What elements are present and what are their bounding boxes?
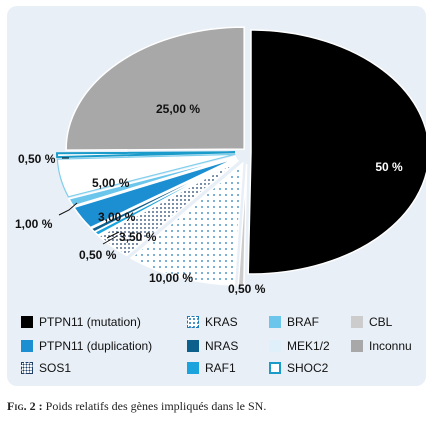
- legend-label: SOS1: [39, 361, 72, 375]
- label-cbl: 0,50 %: [18, 152, 56, 166]
- legend-item-mek: MEK1/2: [269, 338, 330, 354]
- legend-swatch: [187, 316, 199, 328]
- legend-item-nras: NRAS: [187, 338, 238, 354]
- legend-label: BRAF: [287, 315, 320, 329]
- caption-prefix: Fig. 2 :: [7, 399, 43, 413]
- legend-label: MEK1/2: [287, 339, 330, 353]
- pie-chart: 50 % 25,00 % 0,50 % 5,00 % 1,00 % 3,00 %…: [15, 26, 426, 296]
- legend-item-shoc2: SHOC2: [269, 360, 328, 376]
- caption-text: Poids relatifs des gènes impliqués dans …: [42, 399, 267, 413]
- legend-item-kras: KRAS: [187, 314, 238, 330]
- legend-label: PTPN11 (mutation): [39, 315, 141, 329]
- legend-item-inconnu: Inconnu: [351, 338, 412, 354]
- legend-swatch: [351, 316, 363, 328]
- legend-item-ptpn11-duplication: PTPN11 (duplication): [21, 338, 152, 354]
- legend-swatch: [21, 362, 33, 374]
- label-raf1: 0,50 %: [79, 248, 117, 262]
- legend-swatch: [21, 340, 33, 352]
- label-ptpn11-duplication: 3,00 %: [98, 210, 136, 224]
- label-mek: 5,00 %: [92, 176, 130, 190]
- label-braf: 1,00 %: [15, 217, 53, 231]
- legend-label: KRAS: [205, 315, 238, 329]
- pie-slice-nras: [89, 158, 238, 233]
- legend-label: SHOC2: [287, 361, 329, 375]
- label-kras: 10,00 %: [149, 271, 193, 285]
- legend-swatch: [187, 362, 199, 374]
- pie-slice-mek1-2: [56, 153, 236, 198]
- legend-swatch: [187, 340, 199, 352]
- legend-item-braf: BRAF: [269, 314, 319, 330]
- legend-item-cbl: CBL: [351, 314, 392, 330]
- legend-item-ptpn11-mutation: PTPN11 (mutation): [21, 314, 141, 330]
- leader-line-braf: [58, 202, 78, 216]
- slice-labels: 50 % 25,00 % 0,50 % 5,00 % 1,00 % 3,00 %…: [15, 102, 403, 296]
- legend-item-raf1: RAF1: [187, 360, 236, 376]
- pie-slice-cbl: [237, 163, 248, 287]
- pie-slice-inconnu: [65, 26, 245, 151]
- pie-slices: [55, 26, 426, 287]
- label-shoc2: 0,50 %: [228, 282, 266, 296]
- legend-swatch: [269, 316, 281, 328]
- leader-line-raf1: [102, 235, 118, 245]
- figure-panel: 50 % 25,00 % 0,50 % 5,00 % 1,00 % 3,00 %…: [7, 6, 426, 386]
- legend-label: RAF1: [205, 361, 236, 375]
- label-ptpn11-mutation: 50 %: [375, 160, 403, 174]
- pie-slice-ptpn11-duplication: [72, 157, 237, 229]
- legend-swatch: [351, 340, 363, 352]
- legend-label: Inconnu: [369, 339, 412, 353]
- label-inconnu: 25,00 %: [156, 102, 200, 116]
- pie-slice-sos1: [97, 159, 239, 257]
- legend-label: CBL: [369, 315, 393, 329]
- label-sos1: 3,50 %: [119, 230, 157, 244]
- figure-caption: Fig. 2 : Poids relatifs des gènes impliq…: [7, 399, 266, 414]
- pie-slice-ptpn11-mutation: [247, 29, 426, 275]
- legend-swatch: [21, 316, 33, 328]
- pie-slice-shoc2: [55, 151, 236, 159]
- legend-swatch: [269, 340, 281, 352]
- legend: PTPN11 (mutation) KRAS BRAF CBL PTPN11 (…: [21, 314, 431, 392]
- legend-item-sos1: SOS1: [21, 360, 71, 376]
- legend-label: PTPN11 (duplication): [39, 339, 153, 353]
- legend-swatch: [269, 362, 281, 374]
- legend-label: NRAS: [205, 339, 239, 353]
- pie-slice-kras: [129, 161, 244, 286]
- leader-lines: [58, 157, 120, 245]
- leader-line-nras: [106, 231, 120, 239]
